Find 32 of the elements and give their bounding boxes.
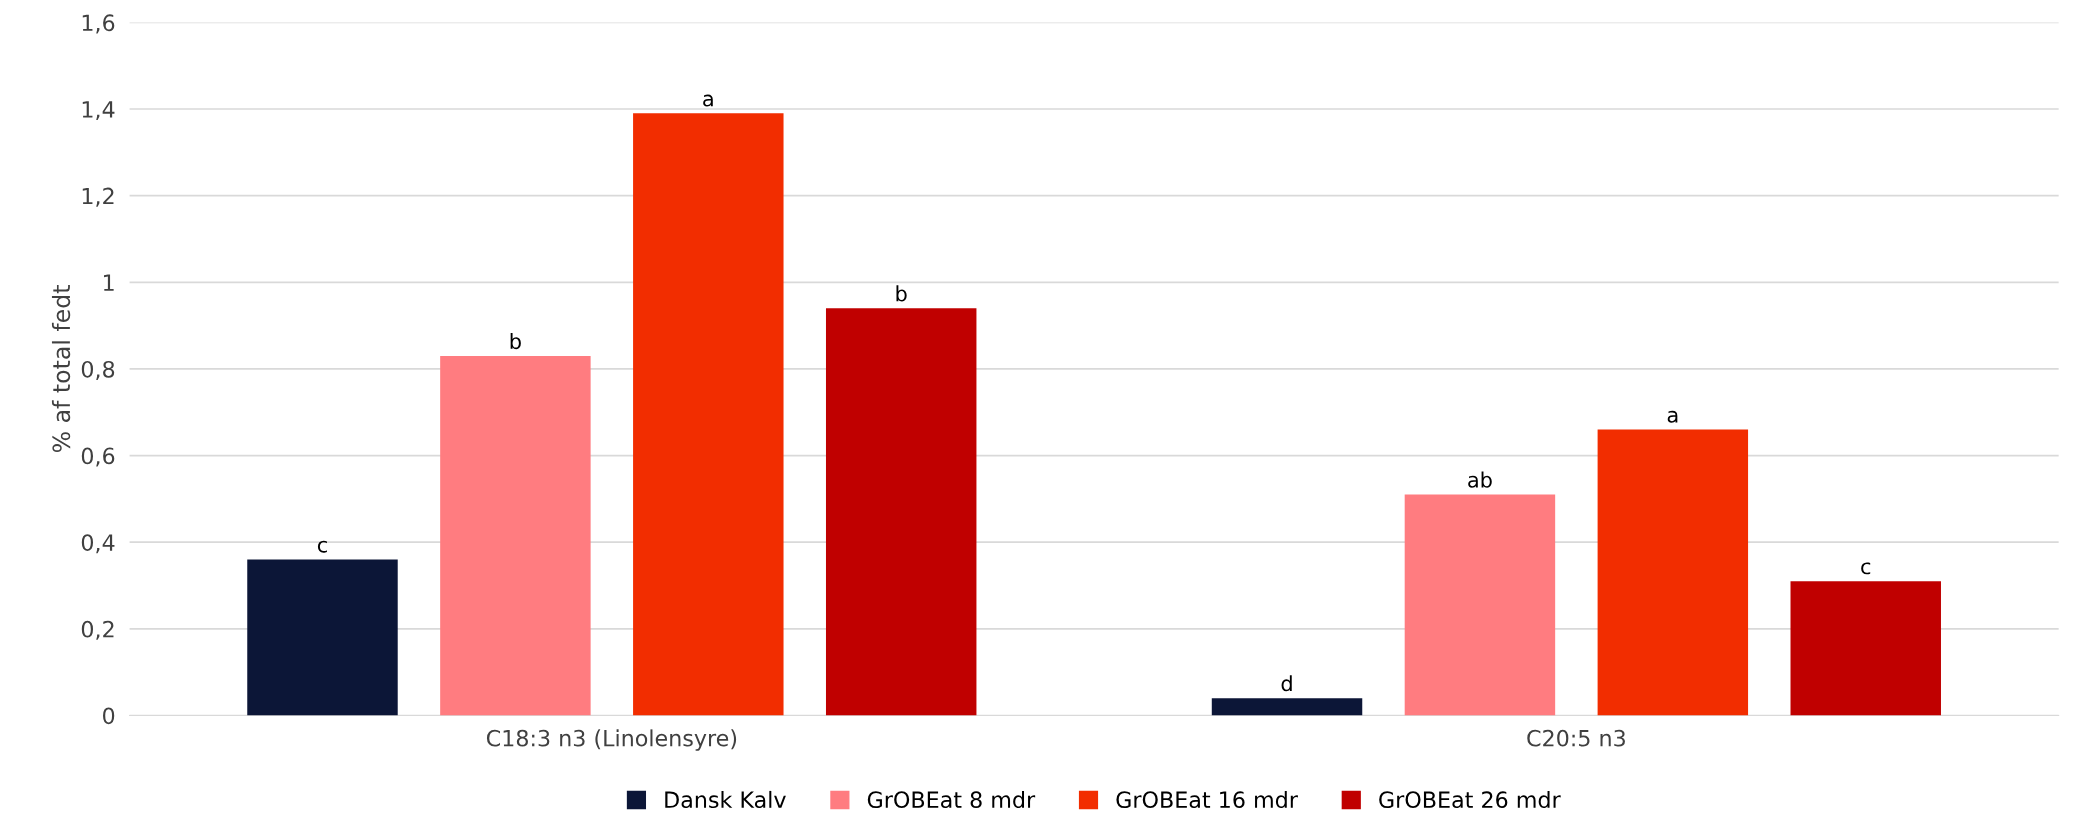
y-tick-label: 0 — [103, 707, 115, 725]
data-label: b — [510, 333, 521, 350]
bar — [633, 113, 784, 716]
data-label: b — [896, 285, 907, 302]
bar — [1790, 581, 1941, 716]
y-tick-label: 1,2 — [82, 187, 114, 207]
y-tick-label: 0,2 — [81, 620, 114, 640]
y-tick-label: 0,8 — [81, 360, 115, 380]
bar — [825, 308, 977, 716]
y-axis-title: % af total fedt — [51, 285, 71, 453]
legend-label: GrOBEat 8 mdr — [867, 790, 1036, 809]
legend-label: Dansk Kalv — [665, 790, 786, 809]
y-tick-label: 1,6 — [82, 14, 115, 34]
data-label: c — [1861, 562, 1871, 575]
y-tick-label: 1,4 — [82, 101, 115, 121]
bar — [247, 559, 398, 716]
bar — [440, 355, 591, 716]
legend-label: GrOBEat 16 mdr — [1116, 790, 1298, 809]
y-tick-label: 0,6 — [81, 447, 115, 467]
bar — [1404, 494, 1556, 716]
data-label: ab — [1468, 471, 1492, 488]
x-tick-label: C20:5 n3 — [1527, 729, 1625, 747]
data-label: d — [1281, 675, 1292, 692]
x-tick-label: C18:3 n3 (Linolensyre) — [486, 729, 737, 751]
bar — [1597, 429, 1749, 716]
bar — [1211, 698, 1363, 716]
y-tick-label: 1 — [103, 274, 114, 291]
data-label: c — [317, 540, 327, 553]
y-tick-label: 0,4 — [81, 534, 115, 554]
legend-label: GrOBEat 26 mdr — [1379, 790, 1561, 809]
data-label: a — [703, 94, 713, 107]
data-label: a — [1667, 410, 1678, 423]
